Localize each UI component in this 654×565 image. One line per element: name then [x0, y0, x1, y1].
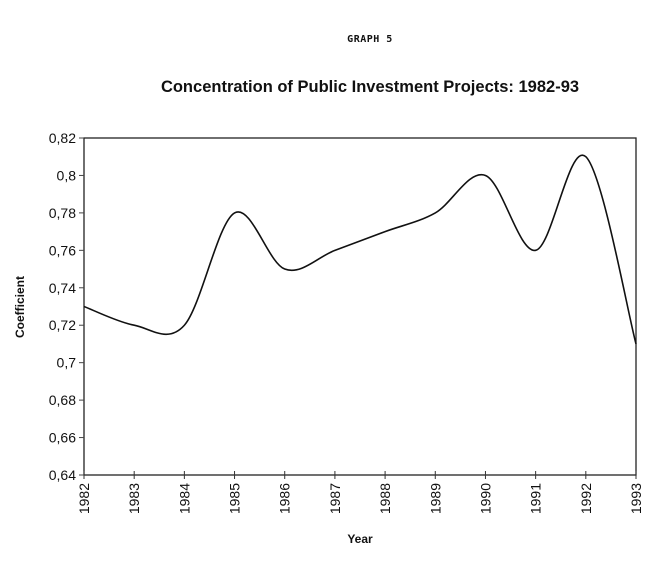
- x-tick-label: 1987: [327, 483, 343, 514]
- chart-title: Concentration of Public Investment Proje…: [160, 78, 580, 96]
- y-axis-title: Coefficient: [13, 276, 27, 338]
- y-tick-label: 0,7: [57, 355, 77, 371]
- plot-area-border: [83, 137, 637, 476]
- y-tick-label: 0,8: [57, 167, 77, 183]
- x-tick-label: 1989: [427, 483, 443, 514]
- y-tick-label: 0,68: [49, 392, 76, 408]
- graph-number-label: GRAPH 5: [347, 34, 393, 45]
- y-tick-label: 0,66: [49, 430, 76, 446]
- y-tick-label: 0,82: [49, 130, 76, 146]
- series-line-coefficient: [83, 154, 637, 345]
- y-tick-label: 0,76: [49, 242, 76, 258]
- x-tick-label: 1988: [377, 483, 393, 514]
- x-tick-label: 1992: [578, 483, 594, 514]
- y-tick-label: 0,74: [49, 280, 76, 296]
- x-tick-label: 1991: [528, 483, 544, 514]
- x-tick-label: 1983: [126, 483, 142, 514]
- x-axis-title: Year: [347, 532, 373, 546]
- y-tick-label: 0,78: [49, 205, 76, 221]
- x-tick-label: 1984: [176, 483, 192, 514]
- x-tick-label: 1990: [477, 483, 493, 514]
- x-tick-label: 1993: [628, 483, 644, 514]
- x-tick-label: 1985: [227, 483, 243, 514]
- y-tick-label: 0,72: [49, 317, 76, 333]
- x-tick-label: 1982: [76, 483, 92, 514]
- x-tick-label: 1986: [277, 483, 293, 514]
- y-tick-label: 0,64: [49, 467, 76, 483]
